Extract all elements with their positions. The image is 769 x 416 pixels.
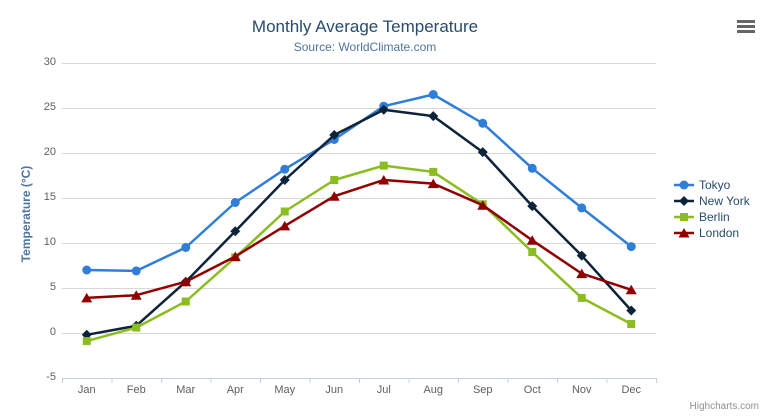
point-berlin-feb[interactable] bbox=[132, 323, 141, 332]
x-axis-label: Jun bbox=[325, 384, 344, 396]
point-london-jun[interactable] bbox=[328, 191, 340, 201]
series-line-tokyo[interactable] bbox=[85, 93, 633, 273]
legend-label: London bbox=[699, 226, 740, 240]
point-tokyo-jan[interactable] bbox=[82, 265, 92, 275]
point-tokyo-feb[interactable] bbox=[131, 266, 141, 276]
point-new-york-apr[interactable] bbox=[230, 226, 241, 237]
point-new-york-sep[interactable] bbox=[477, 147, 488, 158]
legend-marker-triangle-icon bbox=[674, 228, 694, 238]
point-tokyo-dec[interactable] bbox=[626, 242, 636, 252]
x-axis-label: Jul bbox=[376, 384, 391, 396]
point-berlin-jul[interactable] bbox=[379, 161, 388, 170]
point-berlin-jun[interactable] bbox=[330, 176, 339, 184]
legend-item-tokyo[interactable]: Tokyo bbox=[674, 177, 750, 193]
legend: Tokyo New York Berlin London bbox=[674, 177, 750, 241]
point-london-apr[interactable] bbox=[229, 251, 241, 262]
point-london-aug[interactable] bbox=[427, 178, 439, 189]
y-axis-label: 20 bbox=[43, 146, 56, 158]
legend-item-new-york[interactable]: New York bbox=[674, 193, 750, 209]
series-line-new-york[interactable] bbox=[85, 108, 633, 337]
x-axis-label: Aug bbox=[423, 384, 444, 396]
point-new-york-jun[interactable] bbox=[329, 130, 340, 140]
legend-marker-diamond-icon bbox=[674, 196, 694, 206]
point-tokyo-aug[interactable] bbox=[428, 90, 438, 99]
legend-label: New York bbox=[699, 194, 750, 208]
x-axis-label: Jan bbox=[77, 384, 96, 396]
legend-label: Tokyo bbox=[699, 178, 731, 192]
x-axis-label: Feb bbox=[126, 384, 146, 396]
legend-marker-circle-icon bbox=[674, 180, 694, 190]
point-london-mar[interactable] bbox=[180, 276, 192, 287]
legend-label: Berlin bbox=[699, 210, 730, 224]
point-new-york-dec[interactable] bbox=[626, 305, 637, 316]
x-axis-label: Dec bbox=[621, 384, 642, 396]
x-axis-label: Apr bbox=[226, 384, 244, 396]
point-berlin-oct[interactable] bbox=[528, 248, 537, 256]
series-line-london[interactable] bbox=[85, 178, 633, 300]
x-axis-label: Nov bbox=[571, 384, 592, 396]
point-london-nov[interactable] bbox=[576, 268, 588, 279]
point-new-york-jul[interactable] bbox=[378, 104, 389, 115]
point-berlin-jan[interactable] bbox=[82, 337, 91, 346]
point-new-york-nov[interactable] bbox=[576, 250, 587, 261]
point-london-oct[interactable] bbox=[526, 235, 538, 245]
y-axis-label: -5 bbox=[46, 371, 56, 383]
x-axis-label: Oct bbox=[523, 384, 541, 396]
point-berlin-mar[interactable] bbox=[181, 297, 190, 306]
chart-subtitle: Source: WorldClimate.com bbox=[293, 40, 437, 54]
y-axis-label: 25 bbox=[43, 101, 56, 113]
point-berlin-dec[interactable] bbox=[627, 320, 636, 328]
point-berlin-nov[interactable] bbox=[577, 293, 586, 302]
point-london-dec[interactable] bbox=[625, 284, 637, 295]
point-london-feb[interactable] bbox=[130, 290, 142, 300]
point-tokyo-nov[interactable] bbox=[577, 203, 587, 213]
y-axis-label: 30 bbox=[43, 56, 56, 68]
point-london-sep[interactable] bbox=[477, 200, 489, 210]
point-tokyo-may[interactable] bbox=[280, 164, 290, 174]
legend-marker-square-icon bbox=[674, 213, 694, 221]
point-tokyo-mar[interactable] bbox=[181, 243, 191, 252]
chart-context-menu-button[interactable] bbox=[737, 20, 755, 33]
y-axis-label: 0 bbox=[49, 326, 56, 338]
point-berlin-may[interactable] bbox=[280, 207, 289, 216]
point-london-jan[interactable] bbox=[81, 292, 93, 303]
point-berlin-aug[interactable] bbox=[429, 167, 438, 176]
series-line-berlin[interactable] bbox=[85, 164, 633, 343]
point-tokyo-apr[interactable] bbox=[230, 198, 240, 207]
highcharts-credit-link[interactable]: Highcharts.com bbox=[689, 401, 759, 412]
point-new-york-oct[interactable] bbox=[527, 201, 538, 212]
point-tokyo-sep[interactable] bbox=[478, 118, 488, 128]
point-london-jul[interactable] bbox=[378, 175, 390, 185]
point-tokyo-oct[interactable] bbox=[527, 163, 537, 173]
legend-item-berlin[interactable]: Berlin bbox=[674, 209, 750, 225]
chart-title: Monthly Average Temperature bbox=[251, 17, 479, 36]
point-new-york-may[interactable] bbox=[279, 175, 290, 185]
x-axis-label: May bbox=[274, 384, 296, 396]
legend-item-london[interactable]: London bbox=[674, 225, 750, 241]
y-axis-label: 10 bbox=[43, 236, 56, 248]
x-axis-label: Mar bbox=[176, 384, 196, 396]
x-axis-label: Sep bbox=[472, 384, 493, 396]
y-axis-label: 15 bbox=[43, 191, 56, 203]
point-new-york-aug[interactable] bbox=[428, 111, 439, 122]
point-london-may[interactable] bbox=[279, 220, 291, 231]
y-axis-label: 5 bbox=[49, 281, 56, 293]
